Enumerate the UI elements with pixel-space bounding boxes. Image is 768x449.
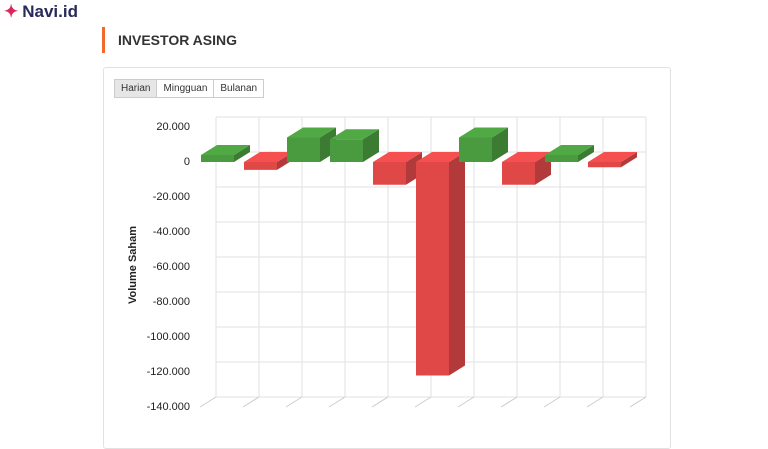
bar-top (459, 127, 508, 138)
floor-line (328, 396, 346, 408)
y-tick-label: -40.000 (153, 226, 190, 238)
floor-line (629, 396, 647, 408)
y-tick-label: -60.000 (153, 261, 190, 273)
bar (373, 162, 406, 185)
bar (459, 137, 492, 162)
y-tick-label: 0 (184, 156, 190, 168)
bar-top (287, 127, 336, 138)
floor-line (586, 396, 604, 408)
floor-line (285, 396, 303, 408)
floor-line (500, 396, 518, 408)
y-tick-label: -140.000 (147, 401, 190, 413)
y-tick-label: -80.000 (153, 296, 190, 308)
logo[interactable]: ✦ Navi.id (4, 2, 78, 21)
y-tick-label: -120.000 (147, 366, 190, 378)
bar-top (373, 152, 422, 162)
bar (416, 162, 449, 376)
chart: Volume Saham 20.000 0 -20.000 -40.000 -60.00… (127, 116, 647, 413)
bar (502, 162, 535, 185)
logo-text[interactable]: Navi.id (22, 2, 78, 21)
tab[interactable]: Bulanan (213, 79, 265, 98)
bar-top (244, 152, 293, 162)
tab[interactable]: Mingguan (156, 79, 215, 98)
tabs: Harian Mingguan Bulanan (114, 79, 265, 98)
bar-side (234, 145, 250, 162)
y-tick-label: 20.000 (156, 121, 190, 133)
bar-top (502, 152, 551, 162)
bar (330, 139, 363, 162)
bar-side (363, 129, 379, 162)
bar (244, 162, 277, 170)
floor-line (242, 396, 260, 408)
bar-top (201, 145, 250, 155)
floor-line (414, 396, 432, 408)
page: ✦ Navi.id INVESTOR ASING Harian Mingguan … (4, 2, 671, 449)
y-axis-label: Volume Saham (127, 226, 139, 304)
section-title: INVESTOR ASING (102, 27, 237, 53)
floor-line (371, 396, 389, 408)
bar-top (588, 152, 637, 162)
bar (287, 137, 320, 162)
bar (201, 155, 234, 162)
bar (545, 155, 578, 162)
y-tick-label: -20.000 (153, 191, 190, 203)
bar-side (578, 145, 594, 162)
bar-side (449, 152, 465, 376)
floor-line (543, 396, 561, 408)
bar-top (416, 152, 465, 162)
bar-side (621, 152, 637, 168)
y-tick-label: -100.000 (147, 331, 190, 343)
bar-side (492, 127, 508, 162)
bar (588, 162, 621, 168)
bar-top (545, 145, 594, 155)
bar-top (330, 129, 379, 140)
floor-line (457, 396, 475, 408)
floor-line (199, 396, 217, 408)
